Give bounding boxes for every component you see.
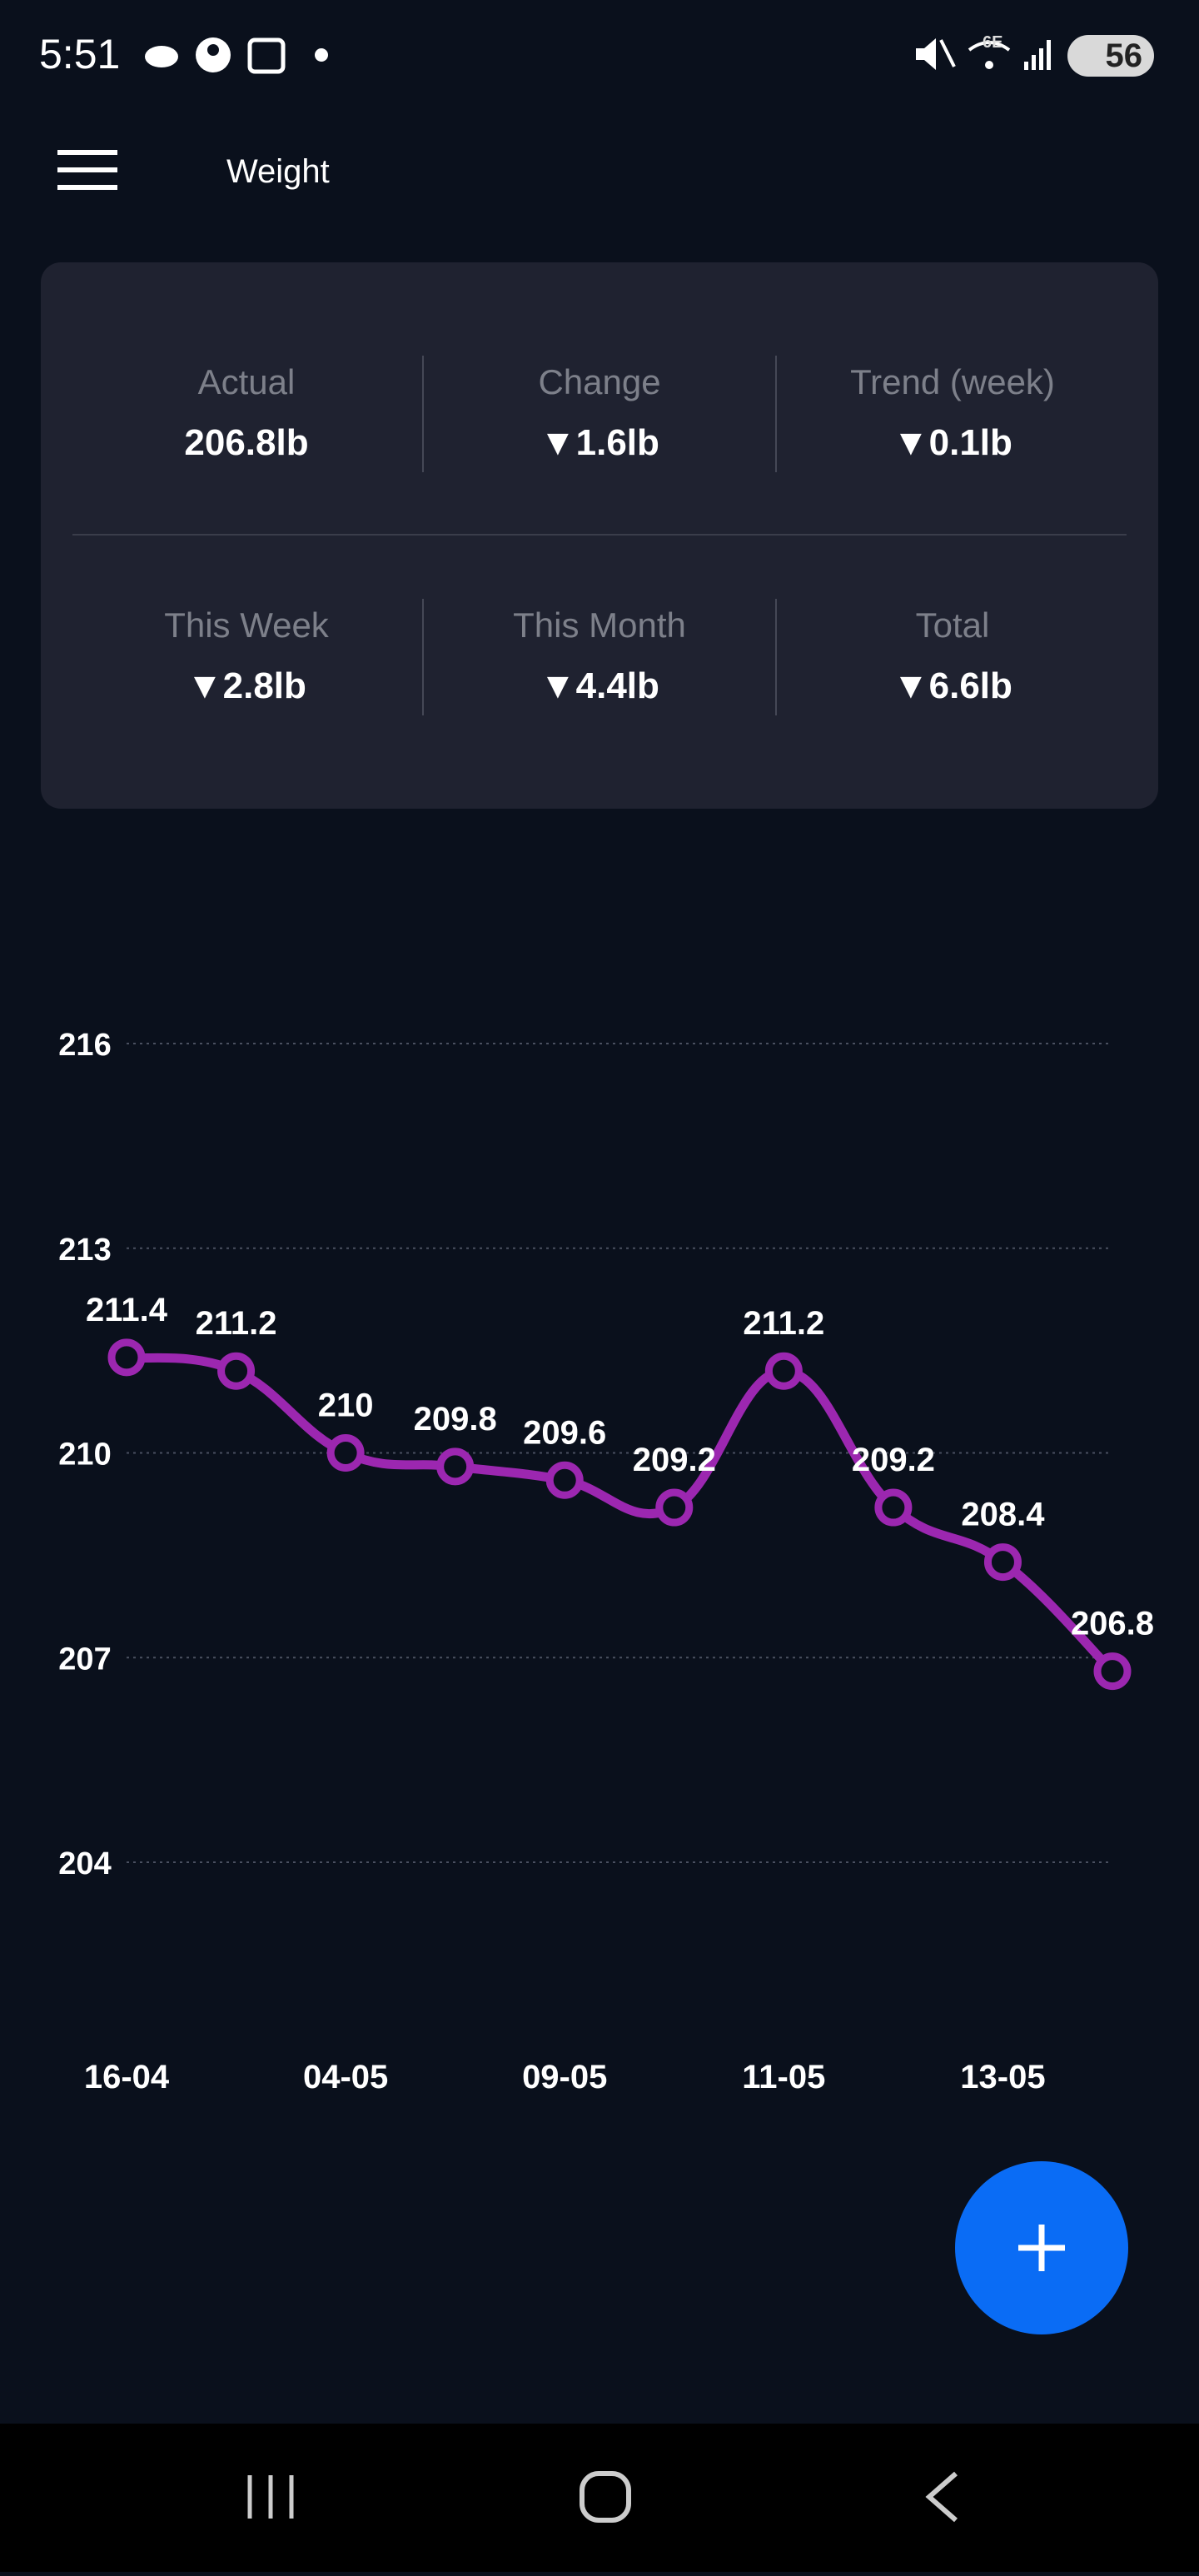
nav-bar	[0, 2424, 1199, 2572]
point	[436, 1447, 475, 1486]
divider	[422, 356, 424, 472]
stat-label: This Month	[513, 605, 686, 645]
y-tick-label: 213	[58, 1233, 111, 1268]
stat: Trend (week) ▼0.1lb	[776, 362, 1129, 464]
status-icons	[145, 37, 328, 74]
point	[764, 1352, 803, 1390]
stat-value: ▼1.6lb	[540, 422, 659, 463]
stat-value: ▼0.1lb	[893, 422, 1012, 463]
stat: This Week ▼2.8lb	[70, 605, 423, 707]
x-tick-label: 13-05	[960, 2059, 1045, 2095]
data-label: 209.8	[414, 1401, 497, 1437]
home-button[interactable]	[580, 2471, 631, 2523]
y-tick-label: 216	[58, 1028, 111, 1063]
page-title: Weight	[226, 153, 330, 190]
stat: Total ▼6.6lb	[776, 605, 1129, 707]
stat: Change ▼1.6lb	[423, 362, 776, 464]
data-label: 209.2	[633, 1442, 716, 1478]
battery: 56	[1067, 35, 1154, 77]
back-button[interactable]	[925, 2471, 958, 2523]
point	[107, 1338, 146, 1377]
stat-value: ▼4.4lb	[540, 665, 659, 706]
point	[1093, 1652, 1132, 1691]
y-tick-label: 207	[58, 1642, 111, 1677]
data-label: 209.2	[852, 1442, 935, 1478]
add-button[interactable]	[955, 2161, 1128, 2334]
network-type: 6E	[983, 33, 1003, 52]
point	[655, 1488, 694, 1527]
stat-label: Change	[538, 362, 661, 401]
plus-icon	[1018, 2225, 1065, 2271]
point	[217, 1352, 256, 1390]
data-label: 209.6	[523, 1414, 606, 1451]
stat-label: This Week	[164, 605, 329, 645]
y-tick-label: 204	[58, 1846, 111, 1881]
point	[545, 1461, 584, 1499]
stat-label: Actual	[197, 362, 296, 401]
point	[983, 1543, 1022, 1582]
line	[126, 1353, 1116, 1675]
data-label: 208.4	[961, 1497, 1045, 1533]
recents-button[interactable]	[247, 2475, 294, 2519]
stat: Actual 206.8lb	[70, 362, 423, 464]
point	[874, 1488, 913, 1527]
data-label: 211.4	[86, 1292, 168, 1328]
status-time: 5:51	[39, 31, 121, 77]
data-label: 211.2	[196, 1305, 277, 1342]
stats-card: Actual 206.8lb Change ▼1.6lb Trend (week) ▼0.…	[41, 262, 1158, 809]
stat: This Month ▼4.4lb	[423, 605, 776, 707]
data-label: 210	[318, 1388, 374, 1424]
divider	[775, 599, 777, 715]
divider	[72, 534, 1127, 536]
x-tick-label: 11-05	[742, 2059, 825, 2095]
menu-button[interactable]	[57, 150, 117, 190]
data-label: 211.2	[743, 1305, 824, 1342]
stat-label: Trend (week)	[850, 362, 1055, 401]
x-tick-label: 16-04	[84, 2059, 170, 2095]
x-tick-label: 04-05	[303, 2059, 388, 2095]
point	[326, 1434, 365, 1472]
stat-value: 206.8lb	[184, 422, 309, 463]
stat-value: ▼2.8lb	[187, 665, 306, 706]
x-tick-label: 09-05	[522, 2059, 607, 2095]
nav-icons	[247, 2471, 958, 2523]
y-tick-label: 210	[58, 1437, 111, 1472]
signal-icons	[916, 38, 1051, 70]
divider	[775, 356, 777, 472]
data-label: 206.8	[1071, 1606, 1154, 1642]
divider	[422, 599, 424, 715]
stat-label: Total	[915, 605, 990, 645]
stat-value: ▼6.6lb	[893, 665, 1012, 706]
chart: 204 207 210 213 216 16-04 04-05 09-05 11-05 13-05…	[58, 1028, 1154, 2095]
